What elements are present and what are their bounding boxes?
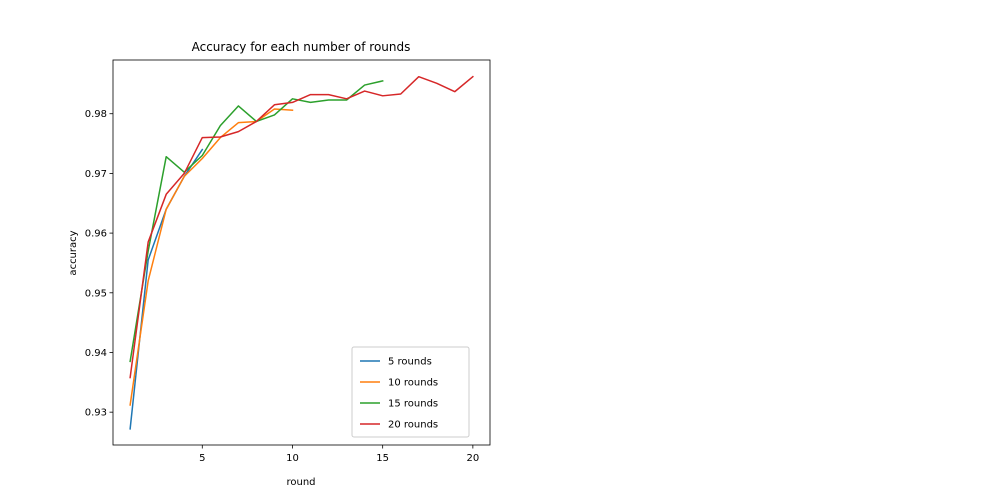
series-line-1 — [129, 148, 204, 430]
x-tick-label: 10 — [286, 453, 299, 464]
y-tick-label: 0.94 — [85, 348, 107, 359]
y-axis-label: accuracy — [68, 230, 79, 275]
x-tick-label: 20 — [466, 453, 479, 464]
x-tick-label: 5 — [199, 453, 205, 464]
series-line-2 — [129, 108, 294, 406]
series-line-3 — [129, 79, 384, 363]
y-tick-label: 0.96 — [85, 229, 107, 240]
chart-title: Accuracy for each number of rounds — [192, 40, 411, 54]
series-line-4 — [129, 75, 474, 379]
legend: 5 rounds 10 rounds 15 rounds 20 rounds — [351, 346, 470, 438]
legend-label: 10 rounds — [388, 378, 438, 389]
x-axis-label: round — [286, 477, 315, 488]
y-tick-label: 0.98 — [85, 109, 107, 120]
y-tick-label: 0.93 — [85, 408, 107, 419]
legend-label: 5 rounds — [388, 357, 432, 368]
legend-label: 20 rounds — [388, 420, 438, 431]
legend-label: 15 rounds — [388, 399, 438, 410]
plot-area: 5 10 15 20 0.93 0.94 0.95 0.96 0.97 0.98 — [85, 59, 491, 464]
y-tick-label: 0.95 — [85, 288, 107, 299]
axes-frame — [112, 59, 491, 446]
y-tick-label: 0.97 — [85, 169, 107, 180]
x-tick-label: 15 — [376, 453, 389, 464]
legend-box — [351, 346, 470, 438]
